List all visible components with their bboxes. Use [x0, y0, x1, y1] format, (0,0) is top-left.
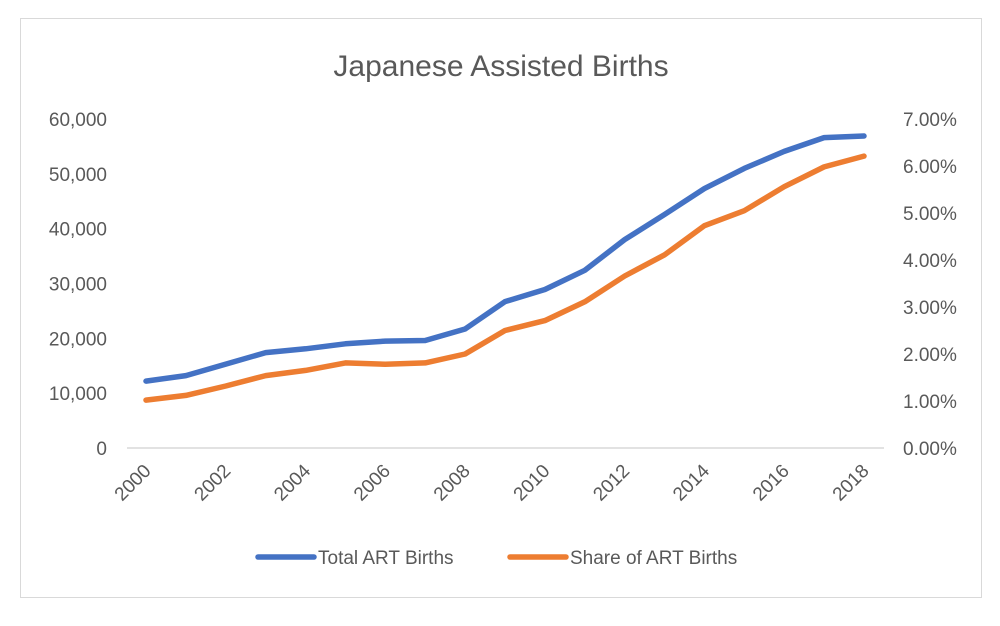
left-y-tick-label: 20,000 — [49, 329, 107, 350]
legend-label: Total ART Births — [318, 548, 454, 569]
chart-title: Japanese Assisted Births — [333, 50, 668, 83]
right-y-tick-label: 1.00% — [903, 392, 957, 413]
right-y-tick-label: 0.00% — [903, 439, 957, 460]
left-y-axis: 0 10,000 20,000 30,000 40,000 50,000 60,000 — [49, 110, 107, 460]
legend-label: Share of ART Births — [570, 548, 737, 569]
right-y-tick-label: 7.00% — [903, 110, 957, 131]
right-y-tick-label: 3.00% — [903, 298, 957, 319]
x-tick-label: 2008 — [430, 461, 475, 506]
x-tick-label: 2018 — [829, 461, 874, 506]
left-y-tick-label: 40,000 — [49, 220, 107, 241]
right-y-tick-label: 4.00% — [903, 251, 957, 272]
left-y-tick-label: 30,000 — [49, 275, 107, 296]
legend: Total ART Births Share of ART Births — [255, 548, 737, 569]
left-y-tick-label: 60,000 — [49, 110, 107, 131]
right-y-tick-label: 2.00% — [903, 345, 957, 366]
left-y-tick-label: 50,000 — [49, 165, 107, 186]
series-layer — [143, 133, 867, 403]
x-tick-label: 2004 — [270, 460, 315, 505]
right-y-tick-label: 6.00% — [903, 157, 957, 178]
x-tick-label: 2006 — [350, 461, 395, 506]
x-tick-label: 2016 — [749, 461, 794, 506]
x-tick-label: 2010 — [510, 461, 555, 506]
left-y-tick-label: 10,000 — [49, 384, 107, 405]
x-tick-label: 2014 — [669, 460, 714, 505]
right-y-axis: 0.00% 1.00% 2.00% 3.00% 4.00% 5.00% 6.00% 7.00% — [903, 110, 957, 460]
series-line — [143, 133, 867, 384]
left-y-tick-label: 0 — [96, 439, 107, 460]
series-line — [143, 153, 867, 403]
x-axis: 2000 2002 2004 2006 2008 2010 2012 2014 2016 2018 — [111, 460, 874, 505]
x-tick-label: 2012 — [589, 461, 634, 506]
x-tick-label: 2002 — [191, 461, 236, 506]
right-y-tick-label: 5.00% — [903, 204, 957, 225]
chart-frame — [20, 18, 982, 598]
x-tick-label: 2000 — [111, 461, 156, 506]
